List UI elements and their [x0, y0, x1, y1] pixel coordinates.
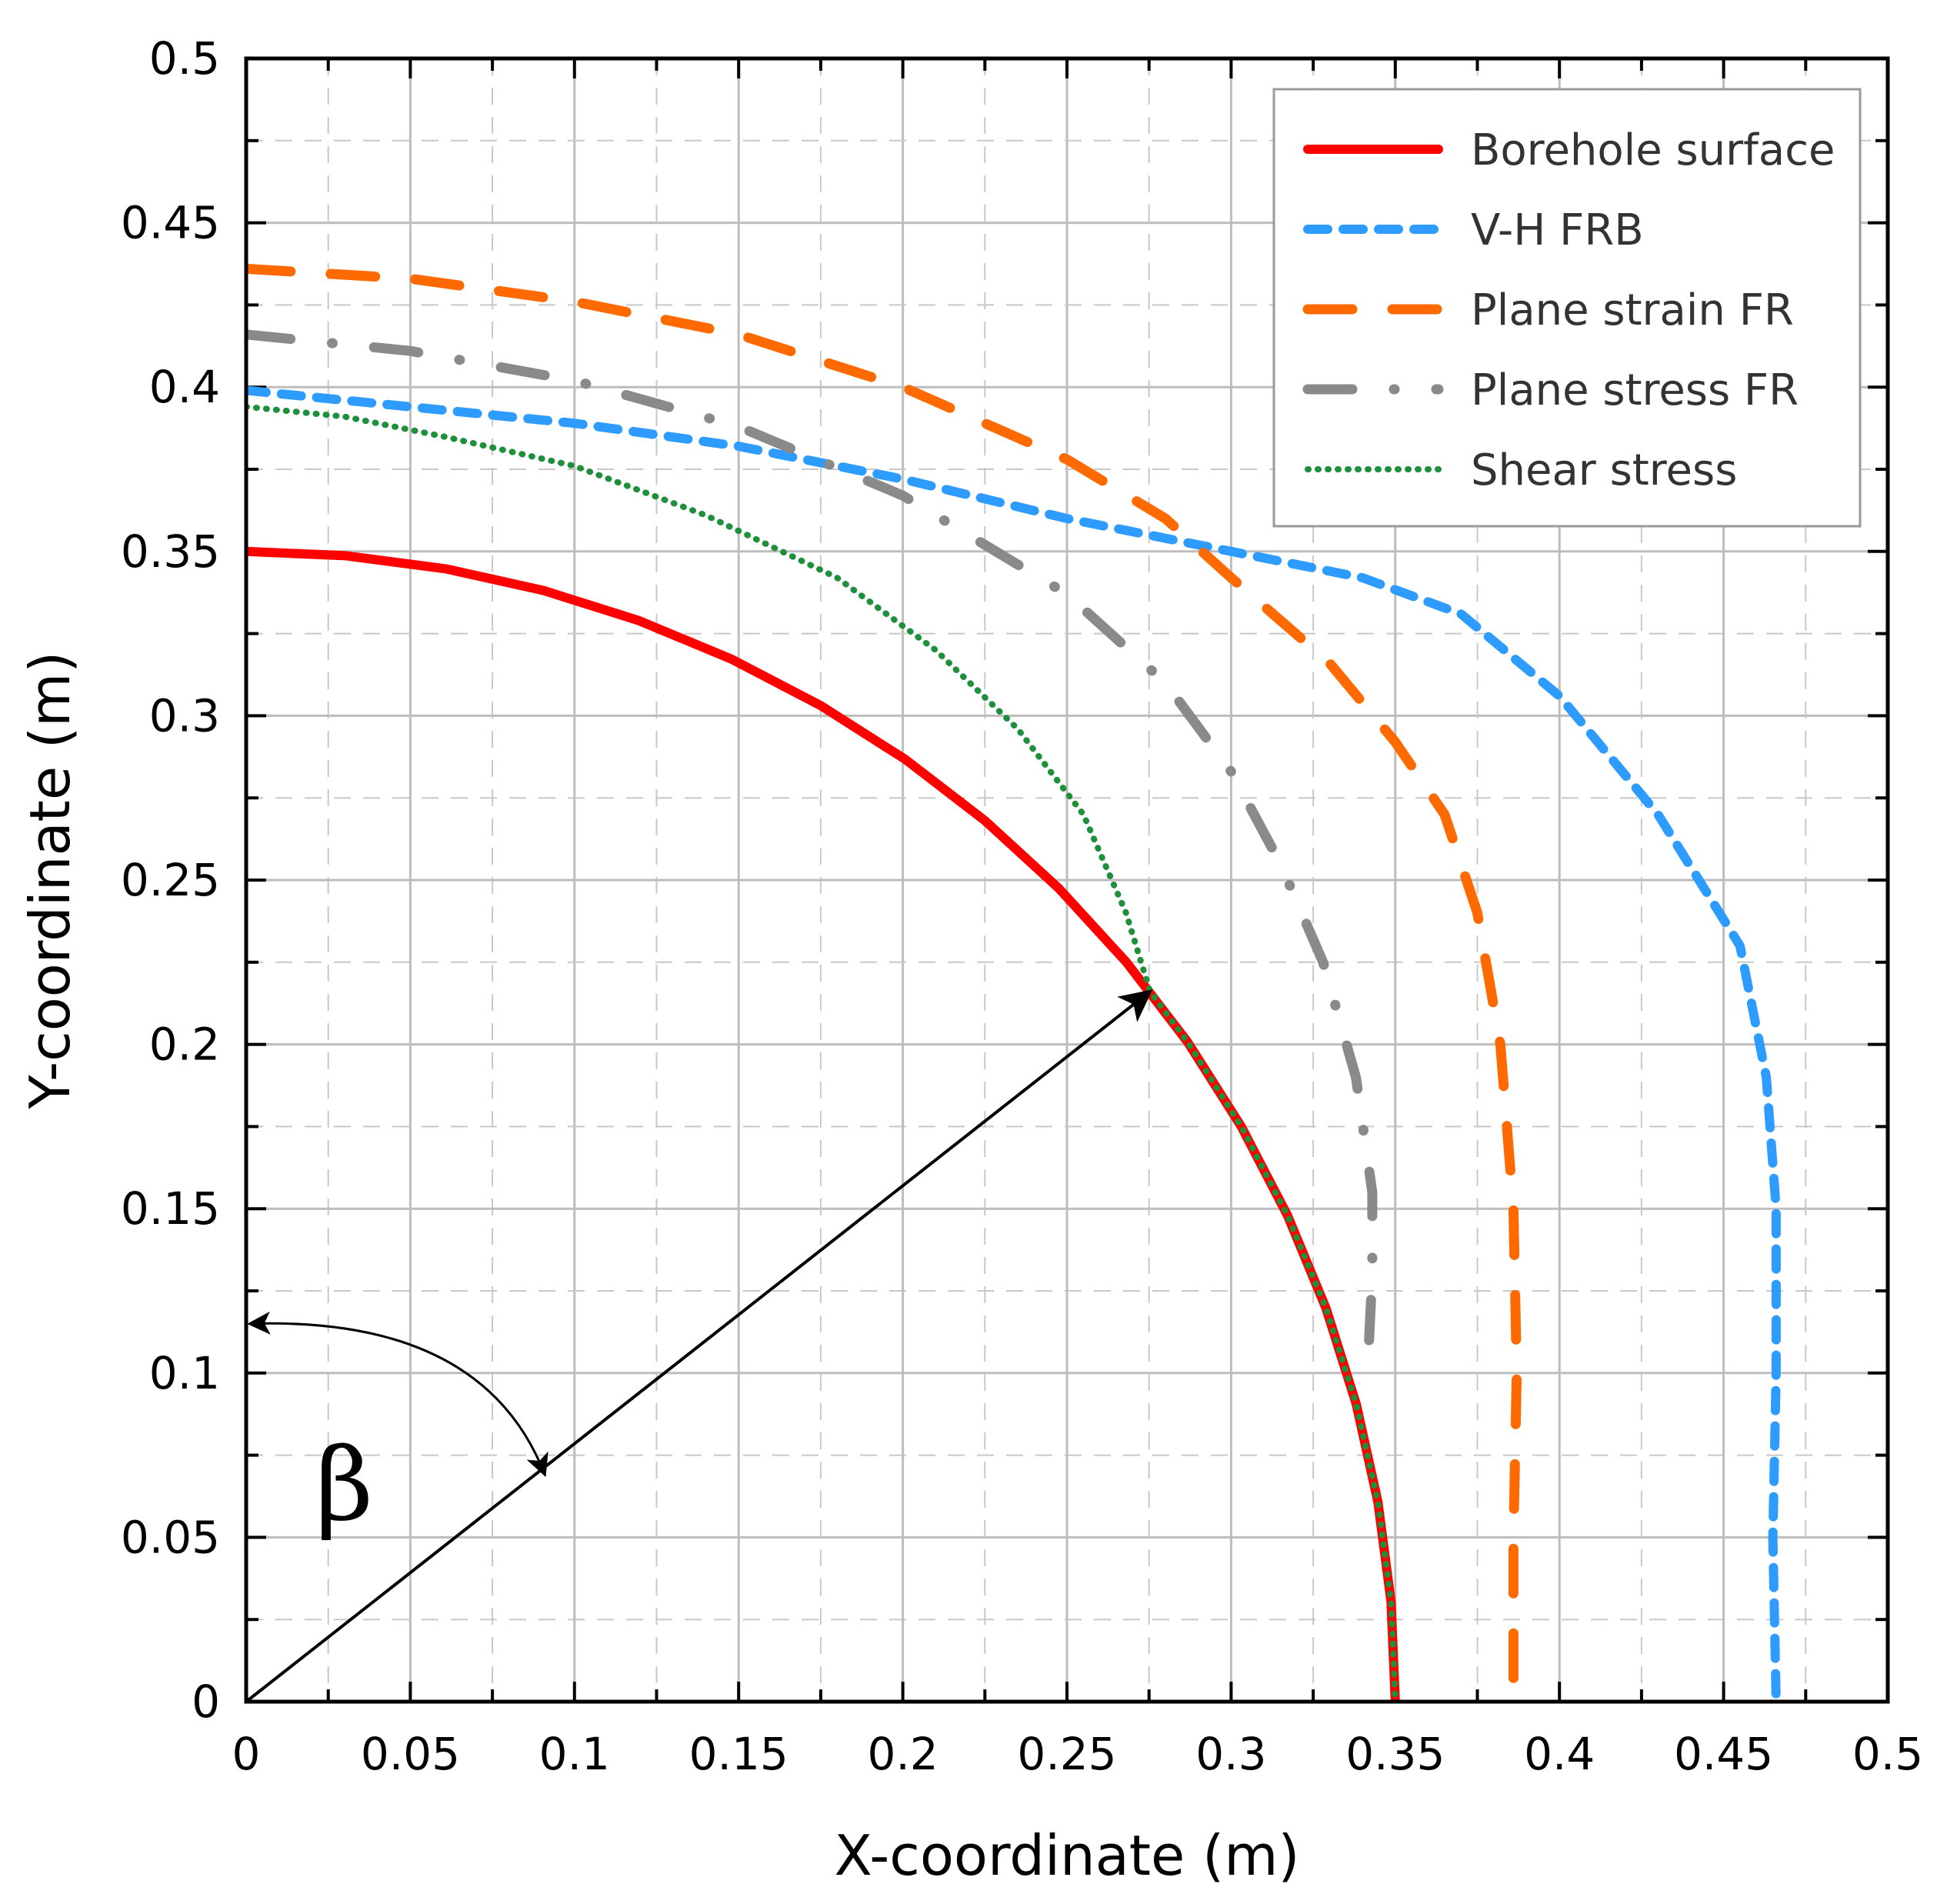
x-tick-label: 0.05 [361, 1728, 460, 1780]
legend: Borehole surface V-H FRB Plane strain FR Pl… [1272, 88, 1862, 528]
y-tick-label: 0.45 [121, 197, 220, 249]
beta-label: β [315, 1426, 373, 1543]
plot-frame [244, 56, 1890, 1704]
legend-label: V-H FRB [1471, 205, 1644, 255]
legend-box [1272, 88, 1862, 528]
y-axis-title: Y-coordinate (m) [18, 652, 82, 1110]
x-tick-label: 0.5 [1852, 1728, 1923, 1780]
x-tick-label: 0.1 [539, 1728, 610, 1780]
y-tick-label: 0.25 [121, 854, 220, 906]
x-tick-label: 0.3 [1195, 1728, 1266, 1780]
y-tick-label: 0.05 [121, 1511, 220, 1563]
y-tick-label: 0.35 [121, 525, 220, 578]
y-tick-label: 0.1 [149, 1347, 220, 1399]
x-tick-label: 0.35 [1345, 1728, 1445, 1780]
y-tick-label: 0 [192, 1676, 220, 1728]
legend-label: Borehole surface [1471, 125, 1835, 175]
vh-frb-line [246, 385, 1781, 1702]
tick-labels: 0 0.05 0.1 0.15 0.2 0.25 0.3 0.35 0.4 0.45 0.5 0 0.0… [121, 32, 1923, 1780]
x-tick-label: 0.15 [689, 1728, 788, 1780]
x-axis-title: X-coordinate (m) [835, 1823, 1300, 1888]
y-tick-label: 0.3 [149, 689, 220, 742]
legend-label: Plane stress FR [1471, 365, 1799, 415]
x-tick-label: 0.4 [1524, 1728, 1595, 1780]
y-tick-label: 0.15 [121, 1182, 220, 1235]
radius-arrow [245, 989, 1153, 1703]
x-tick-label: 0.45 [1674, 1728, 1773, 1780]
legend-label: Plane strain FR [1471, 285, 1794, 335]
plane-stress-fr-line [246, 329, 1378, 1345]
shear-stress-line [246, 403, 1399, 1702]
annotations: β [245, 989, 1153, 1703]
data-series [246, 263, 1781, 1702]
y-tick-label: 0.5 [149, 32, 220, 85]
legend-label: Shear stress [1471, 445, 1737, 495]
y-tick-label: 0.4 [149, 361, 220, 413]
plane-strain-fr-line [246, 263, 1522, 1702]
y-tick-label: 0.2 [149, 1019, 220, 1071]
x-tick-label: 0 [232, 1728, 261, 1780]
x-tick-label: 0.2 [867, 1728, 938, 1780]
beta-angle-arc [247, 1311, 548, 1478]
x-tick-label: 0.25 [1017, 1728, 1116, 1780]
